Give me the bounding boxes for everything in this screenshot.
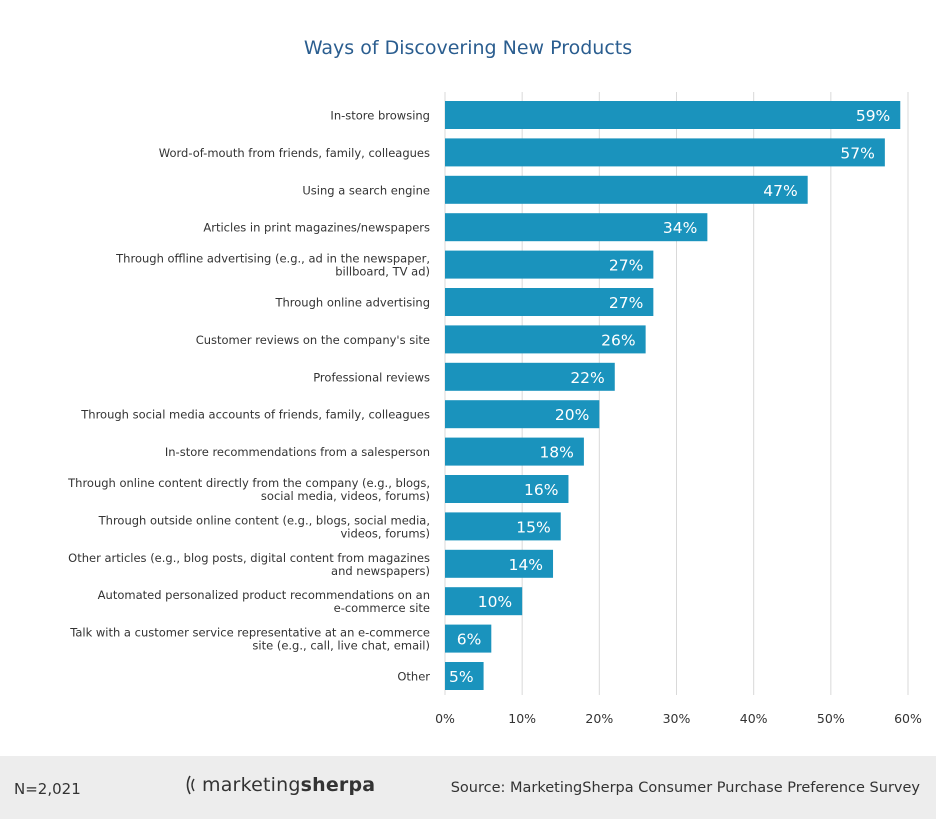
category-label-line: Professional reviews	[313, 370, 430, 384]
bar-value-label: 10%	[478, 593, 512, 611]
bar	[445, 213, 708, 242]
category-label-line: In-store recommendations from a salesper…	[165, 445, 430, 459]
bar	[445, 400, 600, 429]
category-label: In-store recommendations from a salesper…	[165, 445, 430, 459]
category-label-line: Customer reviews on the company's site	[196, 333, 430, 347]
category-label: Customer reviews on the company's site	[196, 333, 430, 347]
bar	[445, 549, 554, 578]
category-label-line: and newspapers)	[331, 564, 430, 578]
mouth-bracket-icon	[184, 774, 200, 796]
bar	[445, 662, 484, 690]
logo-text-regular: marketing	[202, 774, 301, 796]
category-label-line: Through online advertising	[274, 296, 430, 310]
category-label-line: Automated personalized product recommend…	[98, 588, 430, 602]
category-label: In-store browsing	[330, 109, 430, 123]
bar	[445, 437, 584, 466]
category-label-line: In-store browsing	[330, 109, 430, 123]
category-label-line: Other articles (e.g., blog posts, digita…	[68, 551, 430, 565]
marketingsherpa-logo: marketing sherpa	[184, 774, 375, 796]
category-label: Through social media accounts of friends…	[80, 408, 430, 422]
x-tick-label: 60%	[894, 711, 922, 726]
category-label: Professional reviews	[313, 370, 430, 384]
bar	[445, 138, 885, 167]
category-label: Other	[397, 670, 430, 684]
bar-value-label: 18%	[539, 444, 573, 462]
bar	[445, 250, 654, 279]
bar-value-label: 59%	[856, 107, 890, 125]
category-label-line: e-commerce site	[334, 601, 430, 615]
category-label-line: site (e.g., call, live chat, email)	[252, 639, 430, 653]
x-tick-label: 0%	[435, 711, 455, 726]
bar	[445, 288, 654, 316]
footer: N=2,021 marketing sherpa Source: Marketin…	[0, 756, 936, 819]
bar	[445, 101, 901, 129]
x-tick-label: 50%	[817, 711, 845, 726]
category-label: Through online advertising	[274, 296, 430, 310]
bar-value-label: 26%	[601, 331, 635, 349]
bar-value-label: 16%	[524, 481, 558, 499]
category-label: Through offline advertising (e.g., ad in…	[115, 252, 430, 279]
category-label-line: Using a search engine	[302, 183, 430, 197]
bar	[445, 475, 569, 503]
x-tick-label: 40%	[740, 711, 768, 726]
x-tick-label: 10%	[508, 711, 536, 726]
category-label: Articles in print magazines/newspapers	[203, 221, 430, 235]
chart-title: Ways of Discovering New Products	[304, 37, 632, 59]
category-label-line: Word-of-mouth from friends, family, coll…	[159, 146, 430, 160]
x-tick-label: 20%	[585, 711, 613, 726]
category-label: Automated personalized product recommend…	[98, 588, 430, 615]
category-label-line: Through outside online content (e.g., bl…	[98, 513, 430, 527]
bar-value-label: 20%	[555, 406, 589, 424]
category-label: Through outside online content (e.g., bl…	[98, 513, 430, 540]
bar-value-label: 57%	[840, 144, 874, 162]
category-label-line: Articles in print magazines/newspapers	[203, 221, 430, 235]
bar	[445, 175, 808, 204]
category-label: Talk with a customer service representat…	[69, 626, 430, 653]
category-label-line: Through offline advertising (e.g., ad in…	[115, 252, 430, 266]
bar-value-label: 34%	[663, 219, 697, 237]
category-label: Using a search engine	[302, 183, 430, 197]
category-label-line: billboard, TV ad)	[335, 265, 430, 279]
bar-value-label: 15%	[516, 518, 550, 536]
category-label-line: videos, forums)	[341, 526, 431, 540]
bar	[445, 512, 561, 541]
sample-size: N=2,021	[14, 780, 81, 798]
bar-value-label: 14%	[509, 556, 543, 574]
logo-text-bold: sherpa	[300, 774, 376, 796]
category-label: Word-of-mouth from friends, family, coll…	[159, 146, 430, 160]
bar	[445, 325, 646, 354]
bar-value-label: 47%	[763, 182, 797, 200]
bar	[445, 587, 523, 616]
category-label: Through online content directly from the…	[67, 476, 430, 503]
source-note: Source: MarketingSherpa Consumer Purchas…	[450, 780, 920, 796]
bar-value-label: 22%	[570, 369, 604, 387]
bar-value-label: 27%	[609, 257, 643, 275]
bar-value-label: 27%	[609, 294, 643, 312]
bar	[445, 624, 492, 653]
category-label-line: social media, videos, forums)	[261, 489, 430, 503]
bar-value-label: 5%	[449, 668, 474, 686]
x-tick-label: 30%	[663, 711, 691, 726]
category-label-line: Talk with a customer service representat…	[69, 626, 430, 640]
category-label-line: Through online content directly from the…	[67, 476, 430, 490]
category-label: Other articles (e.g., blog posts, digita…	[68, 551, 430, 578]
bar-value-label: 6%	[457, 631, 482, 649]
category-label-line: Other	[397, 670, 430, 684]
chart: Ways of Discovering New Products 0% 10% 20%…	[67, 37, 922, 726]
category-label-line: Through social media accounts of friends…	[80, 408, 430, 422]
bar	[445, 362, 615, 391]
